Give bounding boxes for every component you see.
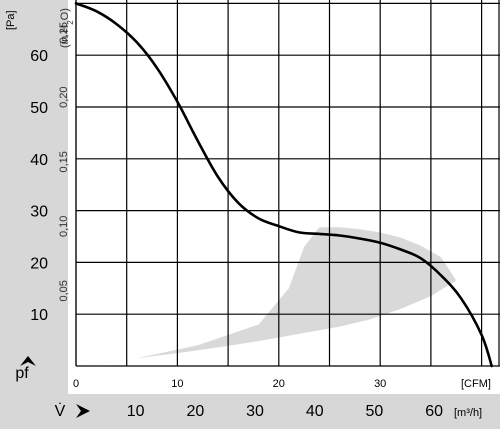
x-unit-cfm: [CFM] <box>461 378 491 390</box>
pa-tick-label: 60 <box>30 48 48 65</box>
y-axis-arrow-icon <box>20 356 36 366</box>
cfm-ticks: 0 10 20 30 <box>73 378 386 390</box>
y-unit-pa: [Pa] <box>5 10 17 30</box>
pa-tick-label: 50 <box>30 100 48 117</box>
m3h-tick-label: 40 <box>306 403 324 420</box>
cfm-tick-label: 10 <box>171 378 183 390</box>
m3h-tick-label: 10 <box>127 403 145 420</box>
x-unit-m3h: [m³/h] <box>454 407 482 419</box>
m3h-tick-label: 30 <box>246 403 264 420</box>
m3h-tick-label: 60 <box>425 403 443 420</box>
pa-tick-label: 20 <box>30 255 48 272</box>
pa-ticks: 10 20 30 40 50 60 <box>30 48 48 324</box>
inh2o-tick-label: 0,25 <box>58 22 70 43</box>
cfm-tick-label: 0 <box>73 378 79 390</box>
y-axis-band <box>0 0 68 429</box>
inh2o-tick-label: 0,10 <box>58 216 70 237</box>
inh2o-tick-label: 0,05 <box>58 280 70 301</box>
y-axis-symbol: pf <box>15 365 29 382</box>
inh2o-tick-label: 0,20 <box>58 86 70 107</box>
x-axis-symbol: V̇ <box>55 402 66 420</box>
pa-tick-label: 40 <box>30 152 48 169</box>
cfm-tick-label: 30 <box>374 378 386 390</box>
cfm-tick-label: 20 <box>273 378 285 390</box>
inh2o-tick-label: 0,15 <box>58 151 70 172</box>
m3h-tick-label: 50 <box>366 403 384 420</box>
m3h-tick-label: 20 <box>186 403 204 420</box>
x-axis-arrow-icon <box>76 404 90 418</box>
y-unit-inh2o: (in H2O) <box>59 8 75 48</box>
m3h-ticks: 10 20 30 40 50 60 <box>127 403 443 420</box>
inh2o-ticks: 0,05 0,10 0,15 0,20 0,25 <box>58 22 70 302</box>
pa-tick-label: 30 <box>30 204 48 221</box>
grid <box>75 0 500 367</box>
pa-tick-label: 10 <box>30 307 48 324</box>
pressure-curve <box>74 2 493 368</box>
